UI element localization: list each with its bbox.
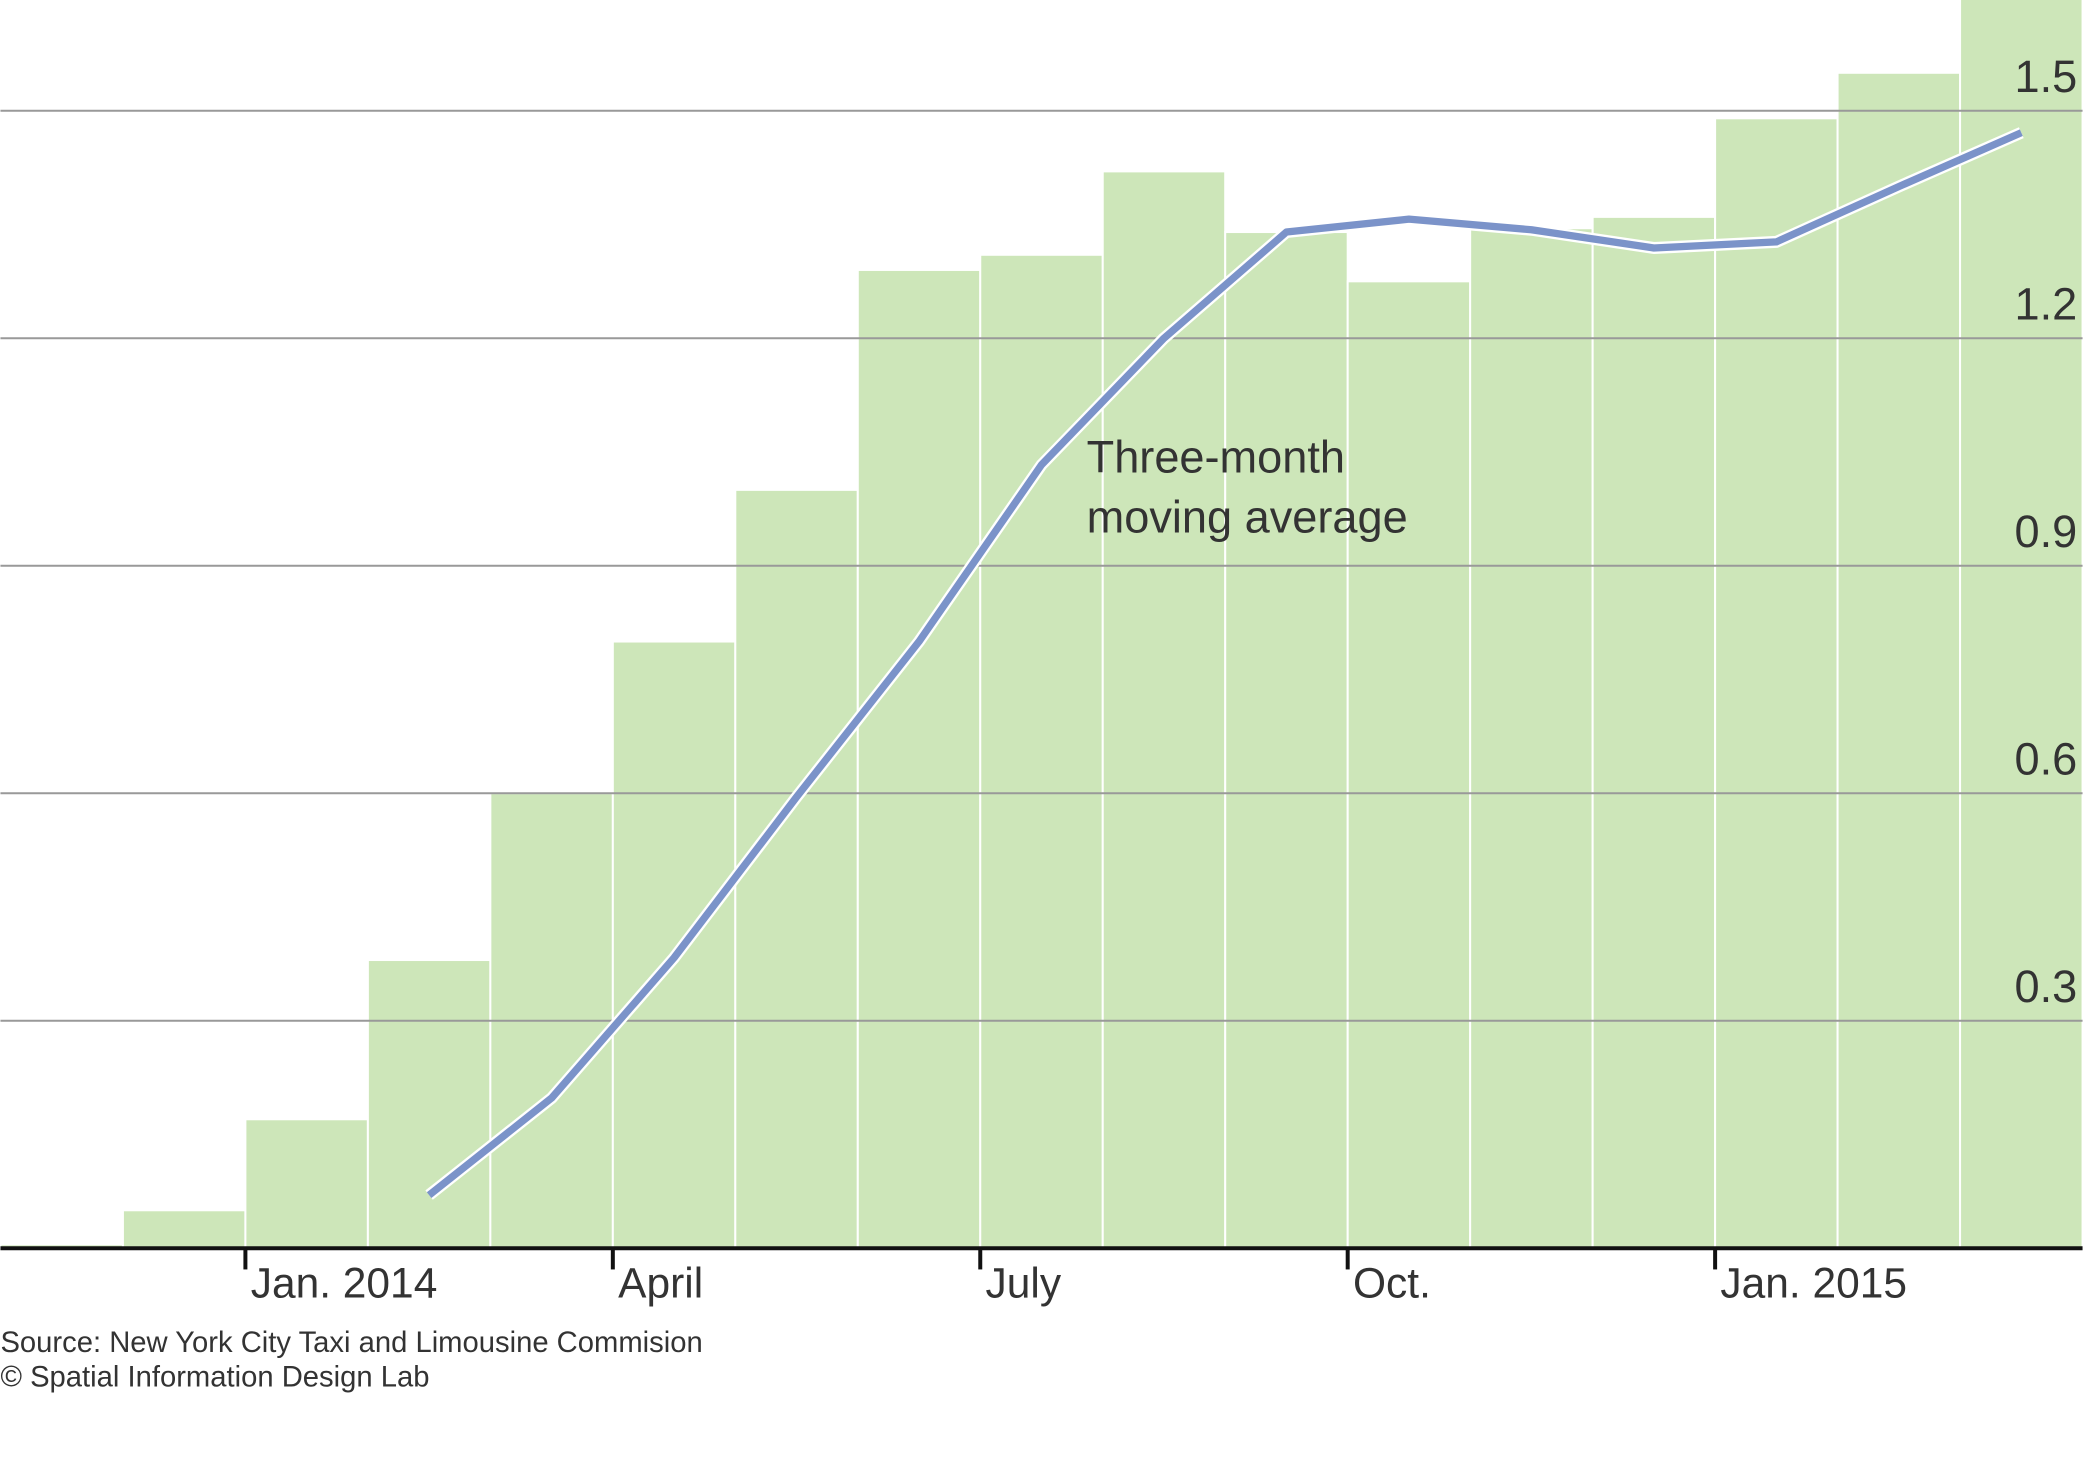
bar — [1714, 117, 1839, 1249]
bar — [1101, 170, 1227, 1249]
source: Source: New York City Taxi and Limousine… — [0, 1327, 702, 1359]
labels: 0.3 0.6 0.9 1.2 1.5 Jan. 2014 April July Oct. Jan… — [0, 51, 2077, 1393]
line — [426, 129, 2023, 1198]
bar — [121, 1209, 247, 1249]
x-tick-label: Jan. 2014 — [251, 1260, 438, 1307]
x-tick-label: Jan. 2015 — [1720, 1260, 1907, 1307]
lines — [425, 127, 2024, 1200]
bar — [734, 488, 859, 1249]
bar — [244, 1118, 369, 1249]
x-tick-label: April — [618, 1260, 703, 1307]
bar — [1469, 227, 1594, 1249]
x-tick-label: Oct. — [1353, 1260, 1431, 1307]
bar — [856, 268, 982, 1249]
bars — [0, 0, 2083, 1249]
bar — [1591, 215, 1717, 1249]
y-tick-label: 1.5 — [2015, 51, 2078, 102]
annotation: Three-month — [1087, 432, 1345, 483]
bar — [1836, 71, 1962, 1249]
source: © Spatial Information Design Lab — [0, 1361, 429, 1393]
bar — [979, 253, 1104, 1249]
grid — [0, 109, 2083, 1270]
bar — [1224, 231, 1349, 1249]
y-tick-label: 0.9 — [2015, 506, 2078, 557]
annotation: moving average — [1087, 491, 1408, 542]
x-tick-label: July — [986, 1260, 1062, 1307]
bar — [1959, 0, 2083, 1249]
y-tick-label: 1.2 — [2015, 279, 2078, 330]
bar — [1346, 280, 1472, 1249]
bar — [366, 959, 492, 1249]
y-tick-label: 0.3 — [2015, 961, 2078, 1012]
y-tick-label: 0.6 — [2015, 734, 2078, 785]
bar — [611, 640, 737, 1249]
